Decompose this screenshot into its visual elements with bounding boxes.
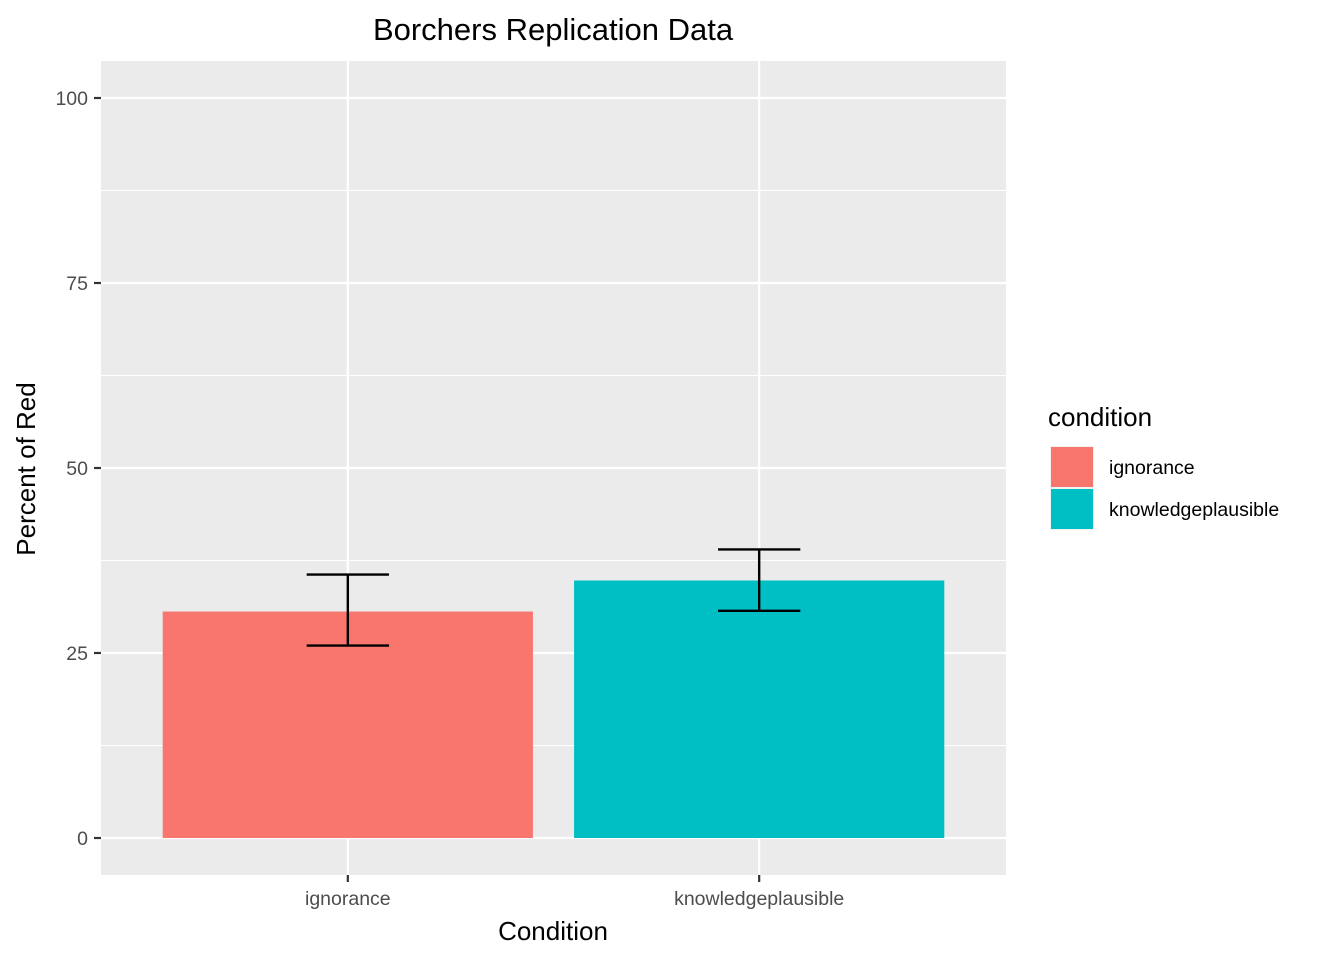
y-tick-label: 50 bbox=[66, 458, 88, 480]
y-axis-title: Percent of Red bbox=[11, 382, 41, 555]
y-tick-label: 0 bbox=[77, 828, 88, 850]
x-tick-label-knowledgeplausible: knowledgeplausible bbox=[674, 888, 844, 910]
y-tick-label: 75 bbox=[66, 273, 88, 295]
y-axis: 0 25 50 75 100 bbox=[55, 88, 101, 850]
x-axis: ignorance knowledgeplausible bbox=[305, 875, 844, 910]
bar-knowledgeplausible bbox=[574, 580, 945, 838]
legend-label: ignorance bbox=[1109, 457, 1195, 479]
bars bbox=[162, 580, 945, 838]
error-bars bbox=[306, 548, 801, 647]
bar-ignorance bbox=[162, 611, 533, 838]
legend-label: knowledgeplausible bbox=[1109, 499, 1279, 521]
y-tick-label: 100 bbox=[55, 88, 88, 110]
legend-item-ignorance: ignorance bbox=[1050, 446, 1195, 488]
y-tick-label: 25 bbox=[66, 643, 88, 665]
error-bar-knowledgeplausible bbox=[718, 548, 801, 613]
legend-title: condition bbox=[1048, 402, 1152, 432]
legend-item-knowledgeplausible: knowledgeplausible bbox=[1050, 488, 1279, 530]
chart-title: Borchers Replication Data bbox=[373, 12, 734, 47]
legend: condition ignorance knowledgeplausible bbox=[1048, 402, 1279, 530]
error-bar-ignorance bbox=[306, 573, 389, 647]
legend-swatch bbox=[1051, 447, 1093, 487]
x-tick-label-ignorance: ignorance bbox=[305, 888, 391, 910]
x-axis-title: Condition bbox=[498, 916, 608, 946]
legend-swatch bbox=[1051, 489, 1093, 529]
